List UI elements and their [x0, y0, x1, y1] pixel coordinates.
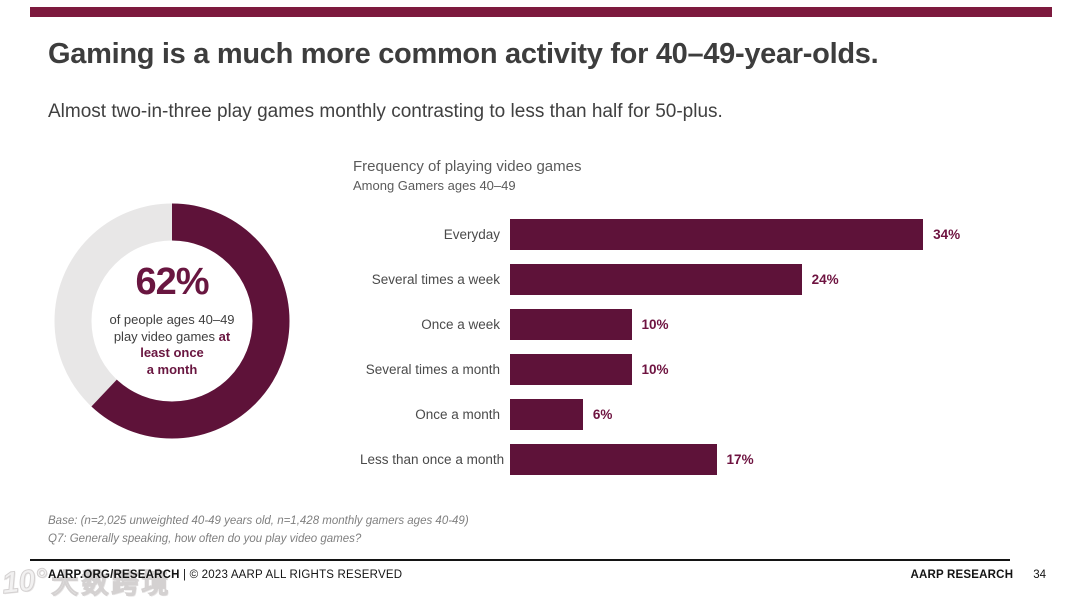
donut-caption-line2-normal: play video games [113, 328, 219, 344]
donut-caption-line3: least once [140, 345, 204, 360]
bar [510, 309, 632, 340]
donut-caption-line2: play video games at [92, 329, 252, 346]
donut-svg [54, 203, 290, 439]
bar-value-label: 10% [641, 362, 669, 377]
donut-center-text: 62% of people ages 40–49 play video game… [92, 261, 252, 378]
bar-category-label: Everyday [443, 227, 500, 242]
footnotes: Base: (n=2,025 unweighted 40-49 years ol… [48, 512, 469, 548]
footer-copyright: | © 2023 AARP ALL RIGHTS RESERVED [179, 569, 403, 581]
donut-ring-value [54, 203, 290, 439]
bar [510, 354, 632, 385]
page-subtitle: Almost two-in-three play games monthly c… [48, 101, 723, 122]
bar-chart-header: Frequency of playing video games Among G… [353, 158, 581, 193]
donut-value: 62% [135, 261, 209, 303]
donut-caption-line2-bold: at [218, 328, 231, 344]
top-accent-bar [30, 7, 1052, 17]
base-note: Base: (n=2,025 unweighted 40-49 years ol… [48, 515, 469, 527]
bar-value-label: 17% [726, 452, 754, 467]
bar-category-label: Once a week [421, 317, 500, 332]
bar [510, 444, 717, 475]
footer-brand: AARP RESEARCH [910, 569, 1014, 581]
bar [510, 264, 802, 295]
bar-value-label: 6% [592, 407, 613, 422]
bar-row: Everyday 34% [360, 219, 960, 250]
bar-chart-title: Frequency of playing video games [353, 158, 582, 175]
question-note: Q7: Generally speaking, how often do you… [48, 533, 362, 545]
bar-chart: Everyday 34% Several times a week 24% Once a… [360, 219, 960, 489]
page-title: Gaming is a much more common activity fo… [48, 38, 879, 70]
bar-value-label: 24% [811, 272, 839, 287]
bar [510, 219, 924, 250]
bar-row: Once a week 10% [360, 309, 960, 340]
footer-left: AARP.ORG/RESEARCH | © 2023 AARP ALL RIGH… [48, 569, 402, 581]
bar-value-label: 10% [641, 317, 669, 332]
bar-row: Less than once a month 17% [360, 444, 960, 475]
bar-category-label: Less than once a month [360, 452, 505, 467]
footer-right: AARP RESEARCH 34 [910, 569, 1046, 581]
bar-category-label: Several times a week [371, 272, 500, 287]
bar-value-label: 34% [933, 227, 961, 242]
watermark-text: 大数跨境 [51, 569, 172, 600]
bar-category-label: Once a month [415, 407, 500, 422]
bar-row: Several times a week 24% [360, 264, 960, 295]
donut-chart: 62% of people ages 40–49 play video game… [54, 203, 290, 441]
footer-site: AARP.ORG/RESEARCH [48, 569, 180, 581]
bar-chart-subtitle: Among Gamers ages 40–49 [353, 178, 516, 193]
bar-row: Once a month 6% [360, 399, 960, 430]
page-number: 34 [1033, 569, 1046, 581]
watermark: 10° 大数跨境 [0, 562, 172, 601]
footer-divider [30, 559, 1010, 561]
watermark-logo-icon: 10° [0, 562, 49, 601]
donut-caption-line1: of people ages 40–49 [109, 312, 235, 327]
bar-row: Several times a month 10% [360, 354, 960, 385]
donut-caption-line4: a month [146, 361, 198, 377]
bar-category-label: Several times a month [365, 362, 500, 377]
bar [510, 399, 583, 430]
